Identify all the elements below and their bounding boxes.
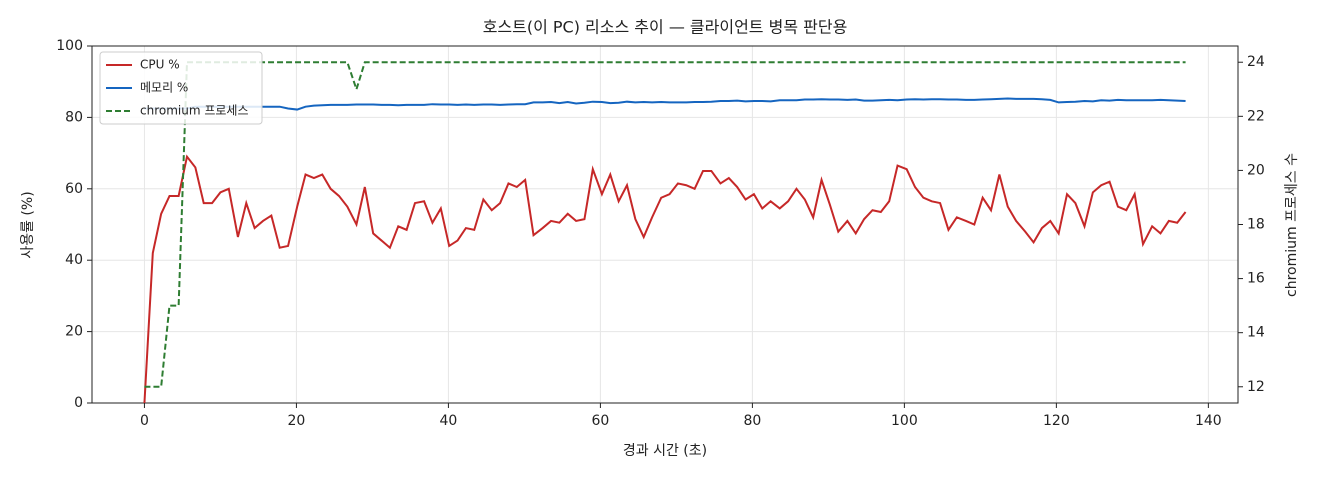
y-tick-label: 40	[65, 252, 83, 268]
legend-label: CPU %	[140, 58, 180, 72]
y2-axis-label: chromium 프로세스 수	[1284, 153, 1300, 297]
x-tick-label: 20	[288, 413, 306, 429]
legend-label: 메모리 %	[140, 81, 188, 95]
x-tick-label: 0	[140, 413, 149, 429]
plot-frame	[91, 45, 1239, 404]
x-tick-label: 140	[1195, 413, 1222, 429]
data-line	[144, 97, 1186, 111]
x-tick-label: 40	[440, 413, 458, 429]
data-line	[144, 61, 1186, 388]
chart-title: 호스트(이 PC) 리소스 추이 — 클라이언트 병목 판단용	[483, 18, 848, 37]
x-axis-label: 경과 시간 (초)	[623, 443, 707, 459]
y2-tick-label: 16	[1247, 271, 1265, 287]
x-tick-label: 100	[891, 413, 918, 429]
y2-tick-label: 18	[1247, 217, 1265, 233]
x-tick-label: 80	[743, 413, 761, 429]
data-line	[143, 154, 1187, 404]
y-tick-label: 80	[65, 109, 83, 125]
x-tick-label: 120	[1043, 413, 1070, 429]
x-tick-label: 60	[591, 413, 609, 429]
y-tick-label: 60	[65, 181, 83, 197]
y2-tick-label: 24	[1247, 54, 1265, 70]
y2-tick-label: 12	[1247, 379, 1265, 395]
legend-box	[99, 51, 263, 125]
y-tick-label: 20	[65, 324, 83, 340]
y2-tick-label: 20	[1247, 162, 1265, 178]
y-tick-label: 0	[74, 395, 83, 411]
legend-label: chromium 프로세스	[140, 104, 249, 118]
y2-tick-label: 22	[1247, 108, 1265, 124]
y-tick-label: 100	[56, 38, 83, 54]
y-axis-label: 사용률 (%)	[20, 191, 36, 258]
y2-tick-label: 14	[1247, 325, 1265, 341]
